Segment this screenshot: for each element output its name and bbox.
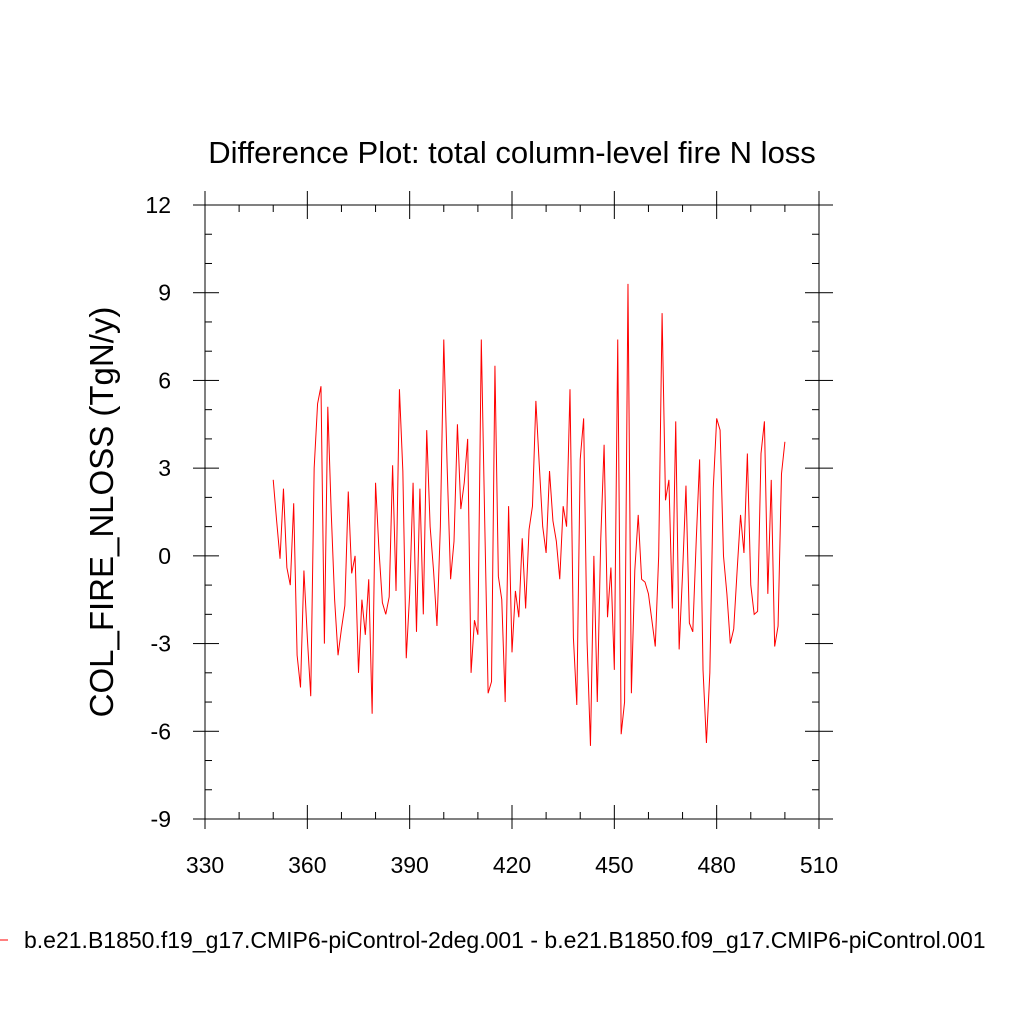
x-tick-label: 450	[595, 852, 633, 878]
y-tick-label: -9	[151, 806, 171, 832]
axis-ticks	[193, 191, 833, 829]
y-axis-label: COL_FIRE_NLOSS (TgN/y)	[83, 307, 120, 718]
series-line-0	[272, 283, 786, 746]
y-tick-label: 0	[158, 543, 171, 569]
x-tick-label: 420	[493, 852, 531, 878]
x-tick-label: 510	[800, 852, 838, 878]
plot-area	[204, 204, 820, 820]
x-tick-label: 480	[697, 852, 735, 878]
x-tick-label: 390	[390, 852, 428, 878]
plot-frame	[204, 204, 820, 820]
y-tick-label: 6	[158, 367, 171, 393]
legend: b.e21.B1850.f19_g17.CMIP6-piControl-2deg…	[0, 927, 986, 953]
y-tick-label: -3	[151, 631, 171, 657]
x-tick-label: 360	[288, 852, 326, 878]
chart-title: Difference Plot: total column-level fire…	[208, 135, 816, 170]
axis-tick-labels: 330 360 390 420 450 480 510 -9 -6 -3 0 3 6 9 12	[145, 192, 838, 878]
y-tick-label: 9	[158, 280, 171, 306]
x-tick-label: 330	[186, 852, 224, 878]
legend-label: b.e21.B1850.f19_g17.CMIP6-piControl-2deg…	[24, 927, 986, 953]
y-tick-label: 3	[158, 455, 171, 481]
y-tick-label: -6	[151, 718, 171, 744]
y-tick-label: 12	[145, 192, 171, 218]
